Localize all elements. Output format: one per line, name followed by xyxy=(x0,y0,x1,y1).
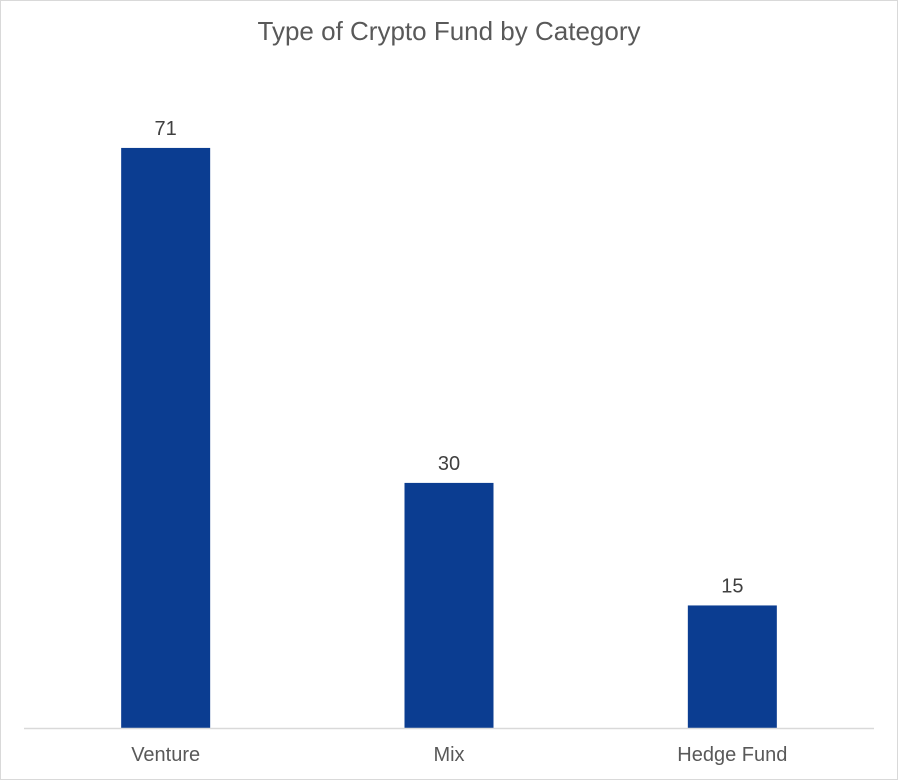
bar-mix xyxy=(404,482,494,728)
x-tick-label: Venture xyxy=(131,744,200,766)
x-tick-label: Mix xyxy=(433,744,464,766)
data-label: 71 xyxy=(155,118,177,140)
bar-hedge-fund xyxy=(687,605,777,728)
bars-layer xyxy=(121,147,777,728)
bar-venture xyxy=(121,147,211,728)
labels-layer: 71 Venture 30 Mix 15 Hedge Fund xyxy=(131,118,787,766)
data-label: 30 xyxy=(438,453,460,475)
data-label: 15 xyxy=(721,575,743,597)
chart-title: Type of Crypto Fund by Category xyxy=(257,16,641,46)
x-tick-label: Hedge Fund xyxy=(677,744,787,766)
